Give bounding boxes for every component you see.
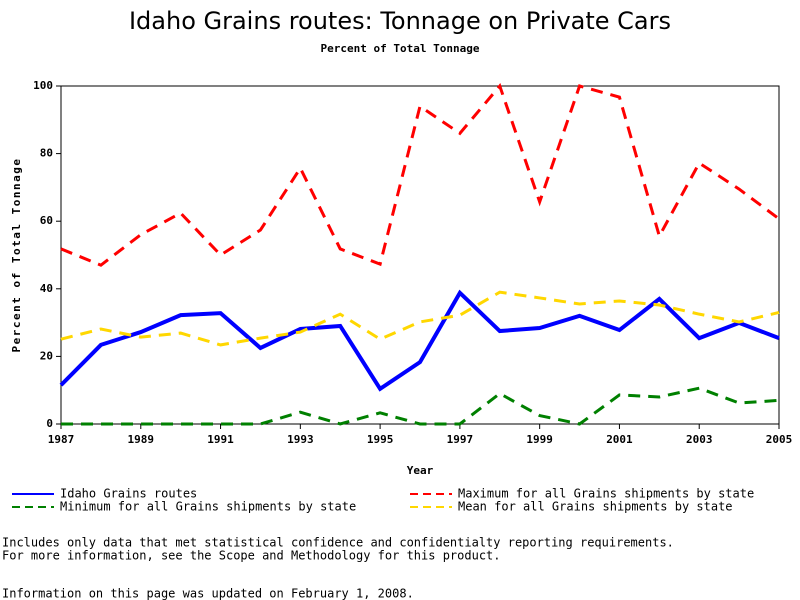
y-tick-label: 0 — [46, 417, 53, 430]
y-tick-label: 100 — [33, 79, 53, 92]
x-tick-label: 1991 — [207, 433, 234, 446]
y-tick-label: 40 — [40, 282, 53, 295]
legend-label: Minimum for all Grains shipments by stat… — [60, 500, 356, 514]
x-tick-label: 2001 — [606, 433, 633, 446]
x-tick-label: 1995 — [367, 433, 394, 446]
series-line — [60, 290, 780, 347]
legend-label: Mean for all Grains shipments by state — [458, 500, 733, 514]
chart-title: Idaho Grains routes: Tonnage on Private … — [129, 7, 671, 35]
footnote: Includes only data that met statistical … — [2, 536, 674, 550]
chart-subtitle: Percent of Total Tonnage — [321, 42, 480, 55]
y-tick-label: 80 — [40, 147, 53, 160]
legend-label: Idaho Grains routes — [60, 487, 197, 501]
series-line — [60, 83, 780, 267]
footnote: Information on this page was updated on … — [2, 587, 414, 600]
y-axis-label: Percent of Total Tonnage — [10, 158, 23, 353]
x-tick-label: 2005 — [766, 433, 793, 446]
x-tick-label: 1997 — [447, 433, 474, 446]
y-tick-label: 20 — [40, 349, 53, 362]
footnote: For more information, see the Scope and … — [2, 549, 501, 563]
legend-label: Maximum for all Grains shipments by stat… — [458, 487, 754, 501]
x-tick-label: 1993 — [287, 433, 314, 446]
x-axis-label: Year — [407, 464, 434, 477]
x-tick-label: 1999 — [526, 433, 553, 446]
x-tick-label: 2003 — [686, 433, 713, 446]
plot-frame — [60, 85, 780, 425]
x-tick-label: 1987 — [48, 433, 75, 446]
x-tick-label: 1989 — [128, 433, 155, 446]
series-line — [59, 289, 780, 392]
series-line — [61, 386, 780, 426]
y-tick-label: 60 — [40, 214, 53, 227]
